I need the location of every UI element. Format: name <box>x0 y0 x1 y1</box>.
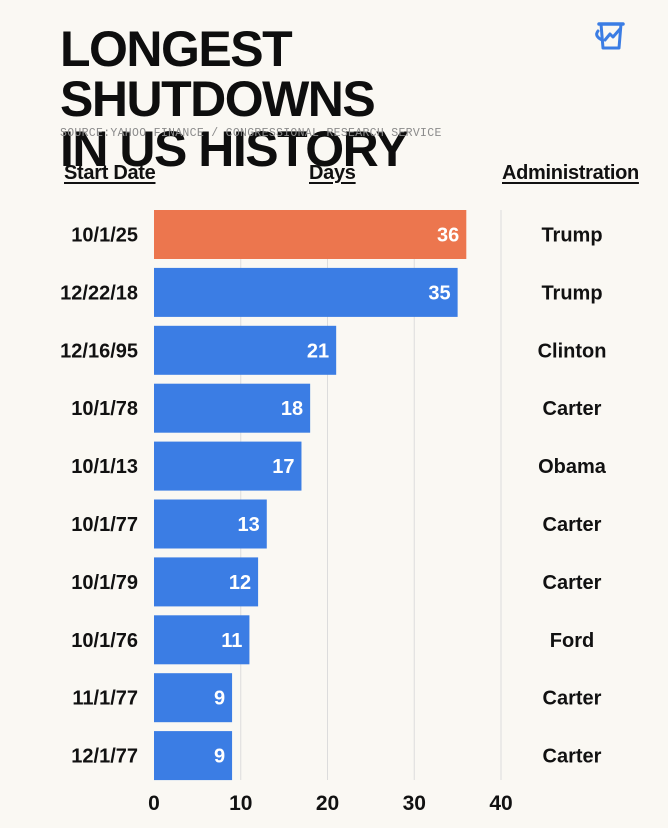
date-label: 10/1/25 <box>71 225 138 247</box>
administration-label: Trump <box>541 225 602 247</box>
date-label: 10/1/13 <box>71 456 138 478</box>
bar-10-1-79 <box>154 557 259 607</box>
bar-10-1-77 <box>154 499 267 549</box>
value-label: 11 <box>221 630 242 652</box>
coffee-mug-chart-icon <box>595 22 625 50</box>
date-label: 10/1/77 <box>71 514 138 536</box>
date-label: 10/1/76 <box>71 630 138 652</box>
administration-label: Carter <box>543 572 602 594</box>
bar-11-1-77 <box>154 673 233 723</box>
value-label: 13 <box>238 514 260 536</box>
bar-12-1-77 <box>154 731 233 781</box>
date-label: 12/16/95 <box>60 340 138 362</box>
bar-10-1-78 <box>154 383 311 433</box>
administration-label: Carter <box>543 398 602 420</box>
title-line-1: LONGEST SHUTDOWNS <box>60 21 376 127</box>
value-label: 9 <box>214 746 225 768</box>
bar-12-22-18 <box>154 267 458 317</box>
value-label: 36 <box>437 225 459 247</box>
value-label: 35 <box>428 282 450 304</box>
value-label: 12 <box>229 572 251 594</box>
administration-label: Carter <box>543 688 602 710</box>
administration-label: Carter <box>543 514 602 536</box>
column-header-start-date: Start Date <box>64 162 156 184</box>
x-tick-label: 30 <box>403 792 426 815</box>
x-tick-label: 20 <box>316 792 339 815</box>
administration-label: Trump <box>541 282 602 304</box>
value-label: 9 <box>214 688 225 710</box>
x-tick-label: 0 <box>148 792 160 815</box>
administration-label: Carter <box>543 746 602 768</box>
bar-12-16-95 <box>154 325 337 375</box>
administration-label: Obama <box>538 456 607 478</box>
date-label: 10/1/79 <box>71 572 138 594</box>
bar-10-1-76 <box>154 615 250 665</box>
date-label: 10/1/78 <box>71 398 138 420</box>
date-label: 12/22/18 <box>60 282 138 304</box>
date-label: 11/1/77 <box>72 688 138 710</box>
date-label: 12/1/77 <box>71 746 138 768</box>
column-header-administration: Administration <box>502 162 639 184</box>
title-line-2: IN US HISTORY <box>60 121 409 177</box>
source-note: SOURCE:YAHOO FINANCE / CONGRESSIONAL RES… <box>60 127 442 140</box>
x-tick-label: 40 <box>489 792 512 815</box>
x-tick-label: 10 <box>229 792 252 815</box>
bar-10-1-13 <box>154 441 302 491</box>
chart-title: LONGEST SHUTDOWNS IN US HISTORY <box>60 24 580 174</box>
bar-10-1-25 <box>154 210 467 259</box>
administration-label: Ford <box>550 630 594 652</box>
administration-label: Clinton <box>538 340 607 362</box>
value-label: 21 <box>307 340 329 362</box>
value-label: 18 <box>281 398 303 420</box>
column-header-days: Days <box>309 162 356 184</box>
value-label: 17 <box>272 456 294 478</box>
